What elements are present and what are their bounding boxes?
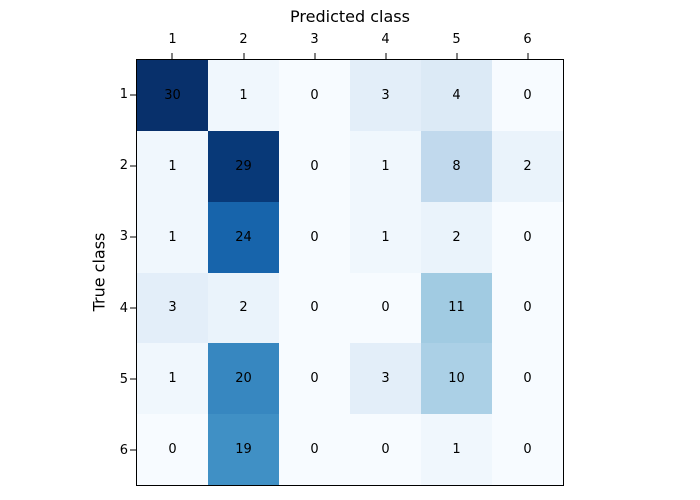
matrix-cell-r1c1: 30 — [137, 60, 208, 131]
x-tick-label-4: 4 — [381, 32, 390, 47]
matrix-cell-r5c4: 3 — [350, 343, 421, 415]
matrix-cell-r3c1: 1 — [137, 201, 208, 273]
matrix-cell-r1c2: 1 — [208, 60, 279, 131]
matrix-cell-r4c1: 3 — [137, 272, 208, 344]
x-tick-label-3: 3 — [310, 32, 319, 47]
matrix-cell-r1c3: 0 — [279, 60, 350, 131]
matrix-cell-r5c6: 0 — [492, 343, 563, 415]
matrix-cell-r6c2: 19 — [208, 414, 279, 485]
y-tick-mark — [130, 378, 136, 380]
matrix-cell-r5c5: 10 — [421, 343, 492, 415]
y-tick-mark — [130, 236, 136, 238]
matrix-cell-r2c1: 1 — [137, 130, 208, 202]
plot-area: 30 1 0 3 4 0 1 29 0 1 8 2 1 24 0 1 2 0 3 2 0 0 11 0 1 20 0 3 10 0 0 19 0… — [136, 59, 564, 486]
y-tick-mark — [130, 307, 136, 309]
x-axis-tick-labels: 1 2 3 4 5 6 — [137, 31, 563, 49]
y-axis-tick-marks — [130, 60, 136, 485]
matrix-cell-r5c1: 1 — [137, 343, 208, 415]
matrix-cell-r1c4: 3 — [350, 60, 421, 131]
x-tick-label-6: 6 — [523, 32, 532, 47]
x-tick-label-5: 5 — [452, 32, 461, 47]
x-tick-label-2: 2 — [239, 32, 248, 47]
x-tick-mark — [527, 53, 528, 59]
x-tick-mark — [385, 53, 386, 59]
matrix-cell-r2c3: 0 — [279, 130, 350, 202]
matrix-cell-r4c4: 0 — [350, 272, 421, 344]
y-tick-label-5: 5 — [119, 371, 128, 387]
x-tick-mark — [171, 53, 173, 59]
matrix-cell-r4c2: 2 — [208, 272, 279, 344]
y-tick-mark — [130, 165, 136, 167]
matrix-cell-r2c2: 29 — [208, 130, 279, 202]
matrix-cell-r1c6: 0 — [492, 60, 563, 131]
matrix-cell-r3c4: 1 — [350, 201, 421, 273]
matrix-cell-r4c5: 11 — [421, 272, 492, 344]
y-axis-tick-labels: 1 2 3 4 5 6 — [90, 59, 128, 486]
y-tick-label-3: 3 — [119, 229, 128, 245]
y-tick-mark — [130, 94, 136, 96]
matrix-cell-r2c6: 2 — [492, 130, 563, 202]
matrix-cell-r4c6: 0 — [492, 272, 563, 344]
matrix-cell-r6c1: 0 — [137, 414, 208, 485]
matrix-cell-r3c3: 0 — [279, 201, 350, 273]
matrix-cell-r5c2: 20 — [208, 343, 279, 415]
matrix-cell-r1c5: 4 — [421, 60, 492, 131]
matrix-cell-r6c6: 0 — [492, 414, 563, 485]
matrix-cell-r6c4: 0 — [350, 414, 421, 485]
matrix-cell-r3c6: 0 — [492, 201, 563, 273]
matrix-cell-r3c2: 24 — [208, 201, 279, 273]
matrix-cell-r5c3: 0 — [279, 343, 350, 415]
y-tick-label-4: 4 — [119, 300, 128, 316]
y-tick-label-2: 2 — [119, 158, 128, 174]
matrix-cell-r3c5: 2 — [421, 201, 492, 273]
x-tick-mark — [314, 53, 315, 59]
matrix-cell-r6c5: 1 — [421, 414, 492, 485]
heatmap-grid: 30 1 0 3 4 0 1 29 0 1 8 2 1 24 0 1 2 0 3 2 0 0 11 0 1 20 0 3 10 0 0 19 0… — [137, 60, 563, 485]
x-axis-title: Predicted class — [290, 7, 410, 26]
x-tick-label-1: 1 — [168, 32, 177, 47]
matrix-cell-r2c4: 1 — [350, 130, 421, 202]
y-tick-label-1: 1 — [119, 87, 128, 103]
x-axis-tick-marks — [137, 53, 563, 59]
matrix-cell-r4c3: 0 — [279, 272, 350, 344]
matrix-cell-r6c3: 0 — [279, 414, 350, 485]
y-tick-mark — [130, 449, 136, 451]
matrix-cell-r2c5: 8 — [421, 130, 492, 202]
y-tick-label-6: 6 — [119, 442, 128, 458]
x-tick-mark — [456, 53, 457, 59]
x-tick-mark — [243, 53, 244, 59]
